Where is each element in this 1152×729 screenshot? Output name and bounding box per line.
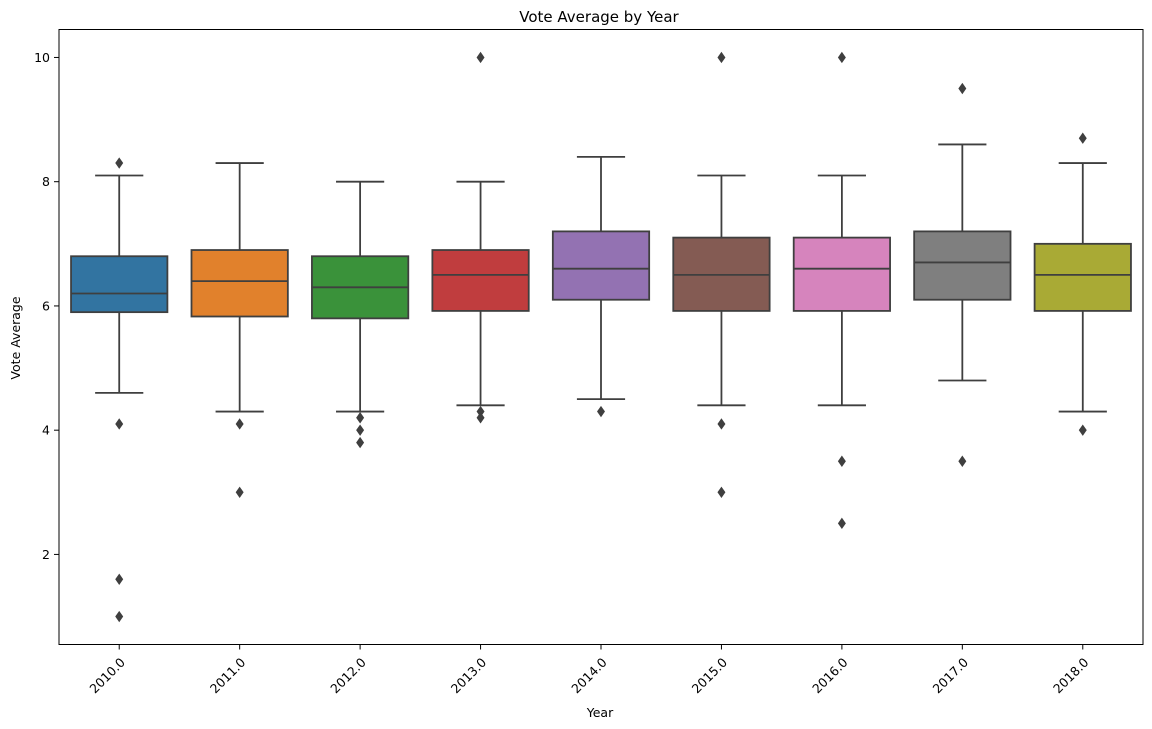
outlier-point <box>235 486 244 499</box>
box-group-2015.0 <box>672 51 771 499</box>
x-tick-label: 2018.0 <box>1050 655 1092 697</box>
outlier-point <box>837 51 846 64</box>
box-group-2012.0 <box>311 180 410 449</box>
y-axis-label: Vote Average <box>8 296 23 379</box>
x-tick-label: 2014.0 <box>568 655 610 697</box>
box-group-2010.0 <box>70 157 169 623</box>
outlier-point <box>717 486 726 499</box>
outlier-point <box>356 424 365 436</box>
plot-area <box>70 51 1132 623</box>
box-group-2016.0 <box>792 51 891 530</box>
y-tick-label: 6 <box>42 298 50 313</box>
outlier-point <box>837 517 846 530</box>
box-group-2017.0 <box>913 82 1012 467</box>
box-iqr <box>431 249 530 312</box>
x-tick-label: 2010.0 <box>86 655 128 697</box>
chart-title: Vote Average by Year <box>519 8 679 26</box>
outlier-point <box>115 418 124 430</box>
outlier-point <box>597 405 605 418</box>
box-group-2011.0 <box>190 162 289 499</box>
x-tick-label: 2012.0 <box>327 655 369 697</box>
box-iqr <box>190 249 289 318</box>
y-tick-label: 8 <box>42 174 50 189</box>
outlier-point <box>476 51 485 64</box>
outlier-point <box>115 573 124 585</box>
box-iqr <box>913 230 1012 301</box>
x-tick-label: 2013.0 <box>448 655 490 697</box>
outlier-point <box>1078 424 1087 436</box>
y-tick-label: 10 <box>34 50 50 65</box>
x-tick-label: 2016.0 <box>809 655 851 697</box>
x-tick-label: 2017.0 <box>930 655 972 697</box>
y-tick-label: 4 <box>42 423 50 438</box>
y-tick-label: 2 <box>42 547 50 562</box>
outlier-point <box>1078 132 1087 144</box>
outlier-point <box>958 455 967 467</box>
outlier-point <box>717 51 726 64</box>
outlier-point <box>115 610 124 623</box>
x-axis: 2010.0 2011.0 2012.0 2013.0 2014.0 2015.0 2016… <box>86 644 1092 697</box>
outlier-point <box>356 436 365 449</box>
outlier-point <box>356 412 365 424</box>
box-iqr <box>70 255 169 314</box>
box-iqr <box>792 236 891 312</box>
y-axis: 2 4 6 8 10 <box>34 50 59 562</box>
x-tick-label: 2015.0 <box>689 655 731 697</box>
box-iqr <box>1033 242 1132 312</box>
box-group-2018.0 <box>1033 132 1132 436</box>
x-axis-label: Year <box>586 705 614 720</box>
outlier-point <box>115 157 124 169</box>
outlier-point <box>235 418 244 430</box>
outlier-point <box>717 418 726 430</box>
box-group-2013.0 <box>431 51 530 424</box>
outlier-point <box>958 82 967 95</box>
box-group-2014.0 <box>551 155 651 418</box>
outlier-point <box>476 412 485 424</box>
box-iqr <box>551 230 651 301</box>
outlier-point <box>837 455 846 467</box>
x-tick-label: 2011.0 <box>207 655 249 697</box>
